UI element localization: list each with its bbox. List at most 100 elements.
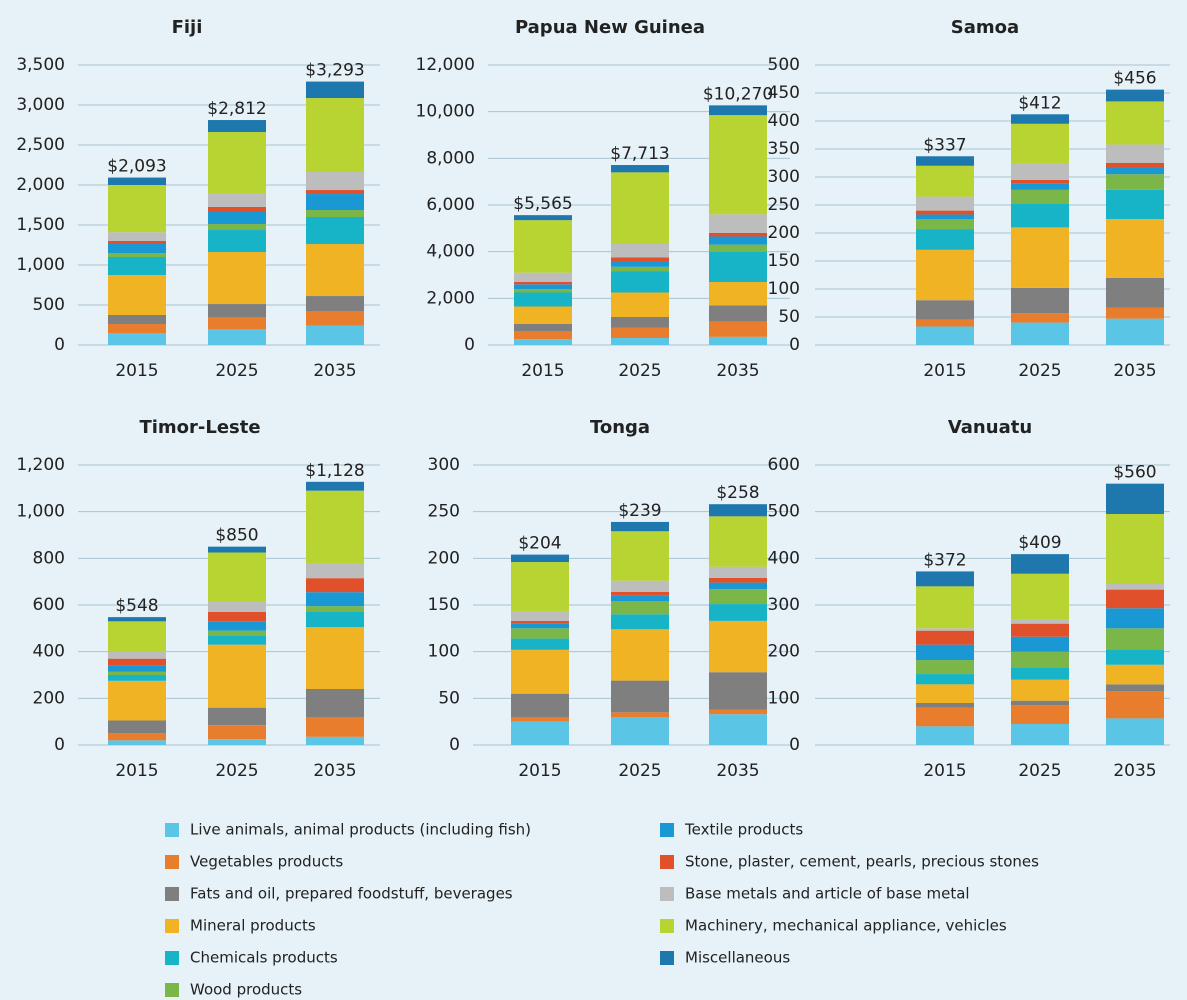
- x-tick-label: 2035: [1113, 361, 1156, 381]
- y-tick-label: 350: [768, 139, 800, 159]
- bar-segment: [709, 504, 767, 517]
- total-label: $1,128: [305, 461, 364, 481]
- bar-segment: [709, 582, 767, 590]
- bar-segment: [306, 172, 364, 191]
- bar-segment: [108, 651, 166, 659]
- bar-segment: [108, 621, 166, 652]
- bar-segment: [611, 292, 669, 317]
- x-tick-label: 2015: [923, 361, 966, 381]
- bar-segment: [709, 709, 767, 715]
- y-tick-label: 400: [768, 548, 800, 568]
- bar-segment: [611, 591, 669, 596]
- y-tick-label: 0: [449, 735, 460, 755]
- x-tick-label: 2035: [716, 361, 759, 381]
- bar-segment: [709, 566, 767, 578]
- bar-segment: [611, 271, 669, 293]
- legend-label: Base metals and article of base metal: [685, 885, 970, 903]
- bar-segment: [916, 684, 974, 703]
- total-label: $2,812: [207, 99, 266, 119]
- bar-segment: [611, 257, 669, 261]
- bar-segment: [916, 571, 974, 587]
- y-tick-label: 100: [428, 642, 460, 662]
- bar-segment: [1011, 554, 1069, 574]
- bar-segment: [709, 589, 767, 605]
- bar-segment: [511, 620, 569, 624]
- bar-segment: [611, 680, 669, 713]
- bar-segment: [208, 132, 266, 193]
- bar-segment: [208, 612, 266, 622]
- bar-segment: [916, 326, 974, 345]
- bar-segment: [108, 253, 166, 257]
- bar-segment: [514, 284, 572, 289]
- bar-segment: [709, 115, 767, 215]
- legend-swatch: [165, 919, 179, 933]
- bar-segment: [108, 617, 166, 622]
- bar-segment: [1011, 287, 1069, 314]
- bar-segment: [611, 243, 669, 258]
- bar-segment: [306, 81, 364, 99]
- bar-segment: [108, 177, 166, 185]
- bar-segment: [1106, 163, 1164, 168]
- legend-swatch: [165, 983, 179, 997]
- x-tick-label: 2035: [313, 761, 356, 781]
- bar-segment: [611, 521, 669, 532]
- legend-label: Vegetables products: [190, 853, 343, 871]
- total-label: $258: [716, 483, 759, 503]
- bar-segment: [108, 315, 166, 325]
- bar-segment: [108, 680, 166, 721]
- legend-label: Live animals, animal products (including…: [190, 821, 531, 839]
- bar-segment: [108, 675, 166, 681]
- bar-segment: [1106, 307, 1164, 319]
- y-tick-label: 10,000: [416, 102, 475, 122]
- bar-segment: [208, 317, 266, 329]
- bar-segment: [611, 580, 669, 592]
- bar-segment: [514, 324, 572, 331]
- bar-segment: [108, 720, 166, 734]
- bar-segment: [511, 562, 569, 612]
- bar-segment: [514, 272, 572, 282]
- bar-segment: [1011, 705, 1069, 724]
- bar-segment: [1011, 114, 1069, 124]
- y-tick-label: 500: [768, 502, 800, 522]
- bar-segment: [1011, 651, 1069, 668]
- x-tick-label: 2025: [618, 761, 661, 781]
- y-tick-label: 2,000: [16, 175, 65, 195]
- bar-segment: [1011, 203, 1069, 228]
- x-tick-label: 2025: [215, 361, 258, 381]
- y-tick-label: 12,000: [416, 55, 475, 75]
- y-tick-label: 200: [33, 688, 65, 708]
- bar-segment: [208, 207, 266, 211]
- bar-segment: [709, 672, 767, 710]
- bar-segment: [709, 516, 767, 567]
- bar-segment: [514, 339, 572, 345]
- bar-segment: [306, 627, 364, 689]
- bar-segment: [208, 230, 266, 253]
- bar-segment: [611, 629, 669, 681]
- legend-swatch: [660, 887, 674, 901]
- chart-title: Vanuatu: [948, 417, 1032, 438]
- bar-segment: [306, 490, 364, 563]
- bar-segment: [108, 324, 166, 333]
- bar-segment: [208, 644, 266, 708]
- y-tick-label: 150: [768, 251, 800, 271]
- legend-label: Textile products: [684, 821, 803, 839]
- bar-segment: [1011, 322, 1069, 345]
- bar-segment: [916, 726, 974, 745]
- total-label: $204: [518, 534, 561, 554]
- y-tick-label: 300: [428, 455, 460, 475]
- y-tick-label: 50: [438, 688, 460, 708]
- chart-title: Papua New Guinea: [515, 17, 705, 38]
- bar-segment: [306, 481, 364, 491]
- bar-segment: [514, 215, 572, 221]
- y-tick-label: 50: [778, 307, 800, 327]
- bar-segment: [916, 214, 974, 219]
- bar-segment: [611, 317, 669, 328]
- bar-segment: [1106, 684, 1164, 692]
- bar-segment: [709, 282, 767, 306]
- legend-label: Chemicals products: [190, 949, 338, 967]
- bar-segment: [1106, 608, 1164, 629]
- x-tick-label: 2035: [716, 761, 759, 781]
- bar-segment: [306, 578, 364, 593]
- bar-segment: [916, 219, 974, 230]
- y-tick-label: 0: [789, 335, 800, 355]
